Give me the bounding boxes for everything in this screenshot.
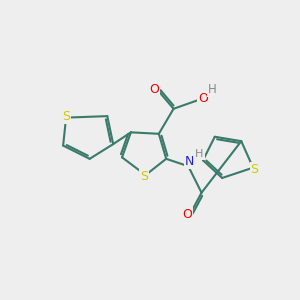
Text: S: S	[62, 110, 70, 123]
Text: S: S	[140, 170, 148, 183]
Text: N: N	[185, 155, 194, 168]
Text: H: H	[195, 149, 204, 159]
Text: O: O	[198, 92, 208, 105]
Text: S: S	[250, 163, 259, 176]
Text: O: O	[149, 83, 159, 96]
Text: H: H	[208, 83, 217, 96]
Text: O: O	[182, 208, 192, 221]
